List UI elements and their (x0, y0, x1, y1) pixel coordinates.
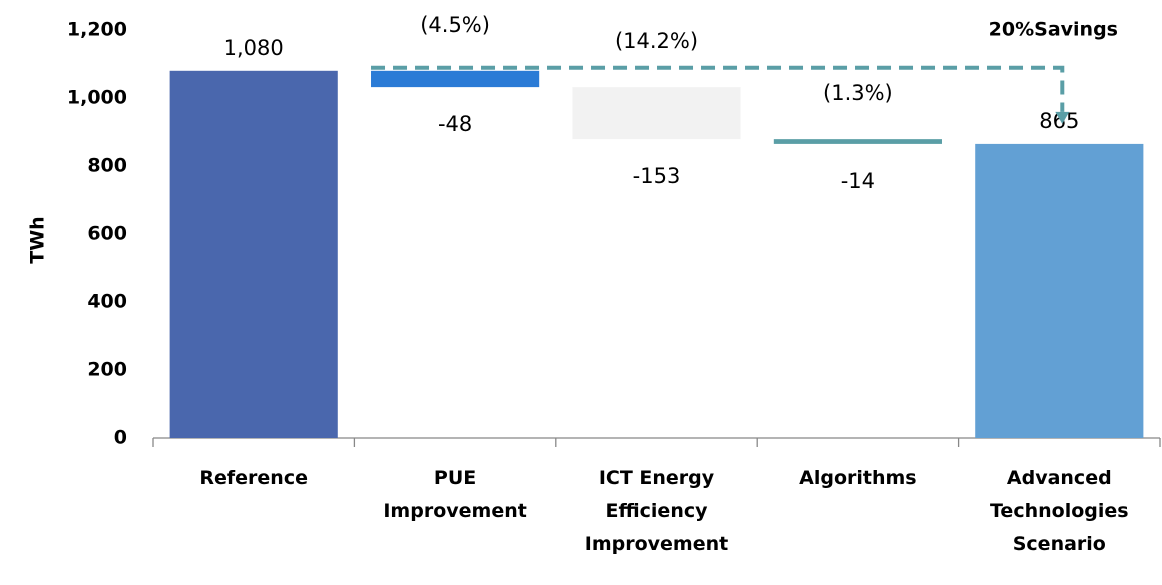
x-tick-label: Algorithms (799, 467, 917, 489)
bar (773, 139, 942, 144)
x-tick-label: Advanced Technologies Scenario (990, 467, 1129, 555)
arrow-head (1055, 111, 1070, 124)
data-label: -48 (438, 112, 472, 136)
bar (975, 143, 1144, 438)
percent-label: (4.5%) (420, 13, 490, 37)
y-tick-label: 1,200 (67, 19, 127, 41)
savings-arrow (371, 65, 1065, 112)
bar (169, 70, 338, 439)
data-label: 865 (1039, 109, 1079, 133)
y-axis-label: TWh (27, 216, 49, 263)
y-tick-label: 600 (87, 223, 127, 245)
y-tick-label: 1,000 (67, 87, 127, 109)
data-label: -14 (841, 169, 875, 193)
data-label: 1,080 (224, 36, 284, 60)
y-tick-label: 800 (87, 155, 127, 177)
savings-annotation: 20%Savings (989, 19, 1118, 41)
bar (371, 70, 540, 88)
percent-label: (1.3%) (823, 81, 893, 105)
y-tick-label: 0 (114, 427, 127, 449)
x-tick-label: Reference (199, 467, 308, 489)
percent-label: (14.2%) (615, 29, 698, 53)
x-tick-label: ICT Energy Efficiency Improvement (584, 467, 729, 555)
x-tick-label: PUE Improvement (383, 467, 527, 522)
bar (572, 87, 741, 140)
y-tick-label: 400 (87, 291, 127, 313)
data-label: -153 (633, 164, 681, 188)
y-tick-label: 200 (87, 359, 127, 381)
